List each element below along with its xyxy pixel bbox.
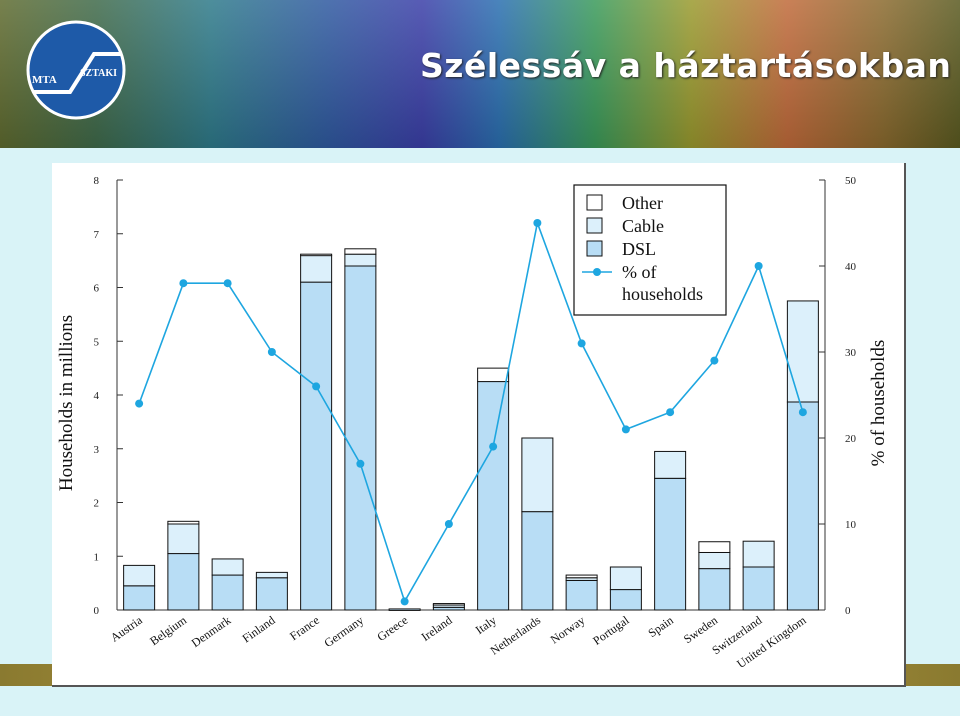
x-tick-label: France xyxy=(287,613,322,643)
line-point xyxy=(489,442,498,451)
logo-text-right: SZTAKI xyxy=(80,68,117,79)
y-tick-label: 4 xyxy=(94,390,100,402)
y2-tick-label: 20 xyxy=(845,433,857,445)
bar-other xyxy=(565,574,598,579)
y2-tick-label: 0 xyxy=(845,605,851,617)
logo-line xyxy=(34,52,122,94)
x-tick-label: Belgium xyxy=(147,613,189,649)
legend-label: households xyxy=(622,284,703,304)
y2-axis-label: % of households xyxy=(868,340,889,467)
bar-cable xyxy=(211,558,244,576)
bar-dsl xyxy=(742,566,775,611)
bar-cable xyxy=(255,571,288,579)
y-tick-label: 6 xyxy=(94,283,100,295)
legend-line-marker xyxy=(593,268,601,276)
y-tick-label: 7 xyxy=(94,229,100,241)
bar-dsl xyxy=(388,608,421,611)
x-tick-label: Denmark xyxy=(189,613,234,650)
slide-title: Szélessáv a háztartásokban xyxy=(420,46,952,85)
mta-sztaki-logo: MTA SZTAKI xyxy=(26,20,126,120)
bar-other xyxy=(477,367,510,383)
legend-swatch-cable xyxy=(586,217,603,234)
bar-dsl xyxy=(521,511,554,611)
legend-label: Other xyxy=(622,193,663,213)
line-point xyxy=(710,356,719,365)
line-point xyxy=(444,520,453,528)
line-percent-households xyxy=(138,220,804,604)
bar-dsl xyxy=(786,401,819,611)
header-banner-shade xyxy=(0,0,960,148)
header-banner xyxy=(0,0,960,148)
bar-dsl xyxy=(255,577,288,611)
bar-cable xyxy=(654,450,687,479)
bar-other xyxy=(432,603,465,606)
bar-other xyxy=(698,541,731,553)
y-tick-label: 0 xyxy=(94,605,100,617)
bar-dsl xyxy=(300,281,333,611)
line-point xyxy=(621,425,630,434)
legend-swatch-dsl xyxy=(586,240,603,257)
y-tick-label: 1 xyxy=(94,551,100,563)
x-tick-label: Austria xyxy=(108,613,146,645)
bar-dsl xyxy=(167,553,200,611)
y-tick-label: 3 xyxy=(94,444,100,456)
line-point xyxy=(533,219,542,227)
bar-cable xyxy=(609,566,642,591)
y-tick-label: 2 xyxy=(94,498,100,510)
legend-label: Cable xyxy=(622,216,664,236)
bar-other xyxy=(300,253,333,257)
x-tick-label: Portugal xyxy=(590,613,632,648)
legend-swatch-other xyxy=(586,194,603,211)
bar-dsl xyxy=(654,477,687,611)
x-tick-label: Norway xyxy=(548,613,588,647)
broadband-chart: 0 1 2 3 4 5 6 7 8 0 10 20 30 40 50 Households in millio… xyxy=(56,175,889,671)
bar-dsl xyxy=(698,568,731,611)
bar-other xyxy=(344,248,377,255)
y2-tick-label: 30 xyxy=(845,347,857,359)
y2-tick-label: 40 xyxy=(845,261,857,273)
bar-dsl xyxy=(477,381,510,611)
x-tick-label: Italy xyxy=(473,613,499,637)
bar-dsl xyxy=(565,579,598,611)
bar-cable xyxy=(344,253,377,267)
bar-dsl xyxy=(609,589,642,611)
bar-cable xyxy=(167,523,200,555)
line-point xyxy=(267,348,276,356)
chart-panel: 0 1 2 3 4 5 6 7 8 0 10 20 30 40 50 Households in millio… xyxy=(52,163,906,687)
bar-cable xyxy=(698,551,731,570)
y-axis-label: Households in millions xyxy=(56,315,77,491)
bar-cable xyxy=(742,540,775,568)
line-point xyxy=(223,279,232,288)
line-point xyxy=(400,597,409,606)
y2-tick-label: 50 xyxy=(845,175,857,187)
x-tick-label: Greece xyxy=(374,613,410,644)
x-tick-label: Ireland xyxy=(419,613,455,644)
bar-cable xyxy=(786,300,819,403)
logo-text-left: MTA xyxy=(32,74,57,86)
y-tick-label: 5 xyxy=(94,336,100,348)
line-point xyxy=(312,382,321,391)
line-point xyxy=(356,459,365,468)
x-tick-label: Germany xyxy=(321,613,366,650)
bar-dsl xyxy=(344,265,377,611)
x-tick-label: Finland xyxy=(240,613,278,646)
legend-label: % of xyxy=(622,262,657,282)
y2-tick-label: 10 xyxy=(845,519,857,531)
bar-cable xyxy=(521,437,554,513)
bar-dsl xyxy=(211,574,244,611)
bar-dsl xyxy=(123,585,156,611)
y-tick-label: 8 xyxy=(94,175,100,187)
line-point xyxy=(577,339,586,348)
line-point xyxy=(666,408,675,417)
line-point xyxy=(754,262,763,270)
x-tick-label: Netherlands xyxy=(488,613,544,658)
line-point xyxy=(798,408,807,417)
bar-other xyxy=(167,520,200,525)
line-point xyxy=(135,399,144,408)
bar-cable xyxy=(300,254,333,283)
line-point xyxy=(179,279,188,288)
bar-cable xyxy=(123,564,156,587)
x-tick-label: Spain xyxy=(645,613,675,640)
legend-label: DSL xyxy=(622,239,656,259)
